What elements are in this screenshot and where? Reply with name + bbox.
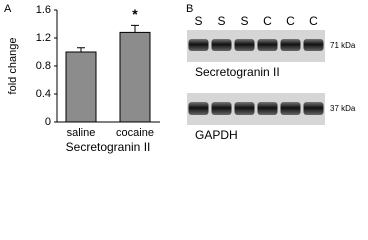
lane-label: S <box>240 14 248 28</box>
bar <box>119 31 151 123</box>
significance-marker: * <box>132 6 138 22</box>
error-bar <box>77 47 85 52</box>
blot-band <box>303 102 324 115</box>
blot-band <box>303 39 324 51</box>
x-tick-label: saline <box>67 127 96 139</box>
panel-label: B <box>186 3 193 15</box>
y-tick-label: 0.4 <box>36 88 51 100</box>
blot-image <box>187 93 325 125</box>
blot-band <box>211 102 232 115</box>
blot-band <box>188 39 209 51</box>
blot-band <box>234 39 255 51</box>
y-axis-title: fold change <box>7 38 19 95</box>
y-tick-label: 0.8 <box>36 60 51 72</box>
blot-band <box>280 102 301 115</box>
band-label: GAPDH <box>195 128 238 142</box>
x-axis-title: Secretogranin II <box>66 140 151 154</box>
panel-label: A <box>4 3 12 15</box>
y-tick-label: 0 <box>45 116 51 128</box>
y-tick-label: 1.6 <box>36 4 51 16</box>
blot-band <box>234 102 255 115</box>
bar <box>65 51 97 123</box>
blot-band <box>211 39 232 51</box>
band-size: 71 kDa <box>330 41 356 50</box>
lane-label: C <box>309 14 318 28</box>
figure: A fold change Secretogranin II B 0 0.4 0.8… <box>4 3 356 154</box>
lane-label: S <box>194 14 202 28</box>
lane-label: C <box>263 14 272 28</box>
blot-image <box>187 30 325 62</box>
lane-label: S <box>217 14 225 28</box>
blot-band <box>257 102 278 115</box>
blot-band <box>188 102 209 115</box>
error-bar <box>131 24 139 33</box>
x-tick-label: cocaine <box>116 127 154 139</box>
blot-band <box>257 39 278 51</box>
blot-band <box>280 39 301 51</box>
band-size: 37 kDa <box>330 104 356 113</box>
y-tick-label: 1.2 <box>36 32 51 44</box>
lane-label: C <box>286 14 295 28</box>
band-label: Secretogranin II <box>195 65 280 79</box>
